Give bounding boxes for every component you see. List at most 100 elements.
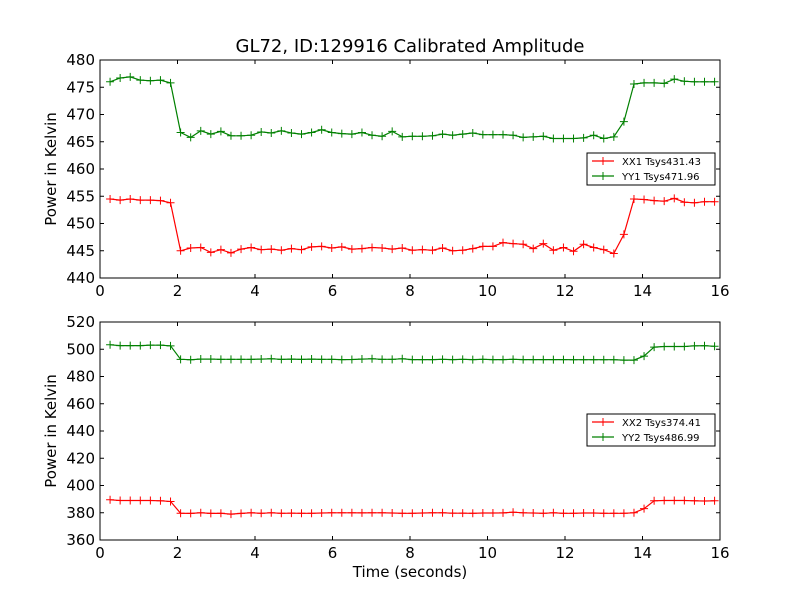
data-point	[499, 238, 507, 247]
data-point	[680, 198, 689, 207]
data-point	[368, 354, 377, 363]
data-point	[388, 509, 397, 518]
y-tick-label: 460	[66, 160, 95, 178]
data-point	[680, 342, 689, 351]
data-point	[408, 355, 417, 364]
data-point	[549, 134, 558, 143]
data-point	[589, 243, 598, 252]
y-tick-label: 500	[66, 340, 95, 358]
data-point	[680, 77, 689, 86]
data-point	[186, 133, 195, 142]
data-point	[368, 131, 377, 140]
data-point	[317, 125, 326, 134]
data-point	[347, 355, 356, 364]
data-point	[619, 509, 628, 518]
data-point	[106, 194, 115, 203]
data-point	[257, 127, 266, 136]
data-point	[186, 244, 195, 253]
data-point	[378, 508, 387, 517]
data-point	[146, 341, 155, 350]
data-point	[287, 244, 296, 253]
x-tick-label: 4	[250, 282, 260, 300]
data-point	[609, 249, 618, 258]
data-point	[640, 352, 649, 361]
data-point	[458, 355, 467, 364]
data-point	[126, 194, 135, 203]
series-2	[106, 72, 719, 143]
data-point	[398, 354, 407, 363]
data-point	[357, 508, 366, 517]
data-point	[690, 496, 699, 505]
data-point	[488, 130, 497, 139]
y-tick-label: 480	[66, 51, 95, 69]
chart-title: GL72, ID:129916 Calibrated Amplitude	[236, 36, 585, 57]
y-axis-label: Power in Kelvin	[42, 374, 60, 488]
data-point	[599, 245, 608, 254]
y-tick-label: 470	[66, 106, 95, 124]
data-point	[629, 79, 638, 88]
data-point	[650, 343, 659, 352]
y-tick-label: 480	[66, 368, 95, 386]
data-point	[267, 508, 276, 517]
data-point	[478, 509, 487, 518]
legend: XX2 Tsys374.41 YY2 Tsys486.99	[586, 413, 716, 447]
data-point	[549, 508, 558, 517]
data-point	[650, 78, 659, 87]
data-point	[398, 132, 407, 141]
data-point	[337, 508, 346, 517]
data-point	[297, 355, 306, 364]
legend: XX1 Tsys431.43 YY1 Tsys471.96	[586, 152, 716, 186]
data-point	[216, 127, 225, 136]
data-point	[257, 509, 266, 518]
data-point	[619, 356, 628, 365]
data-point	[166, 341, 175, 350]
y-tick-label: 360	[66, 531, 95, 549]
data-point	[347, 245, 356, 254]
data-point	[327, 508, 336, 517]
series-1	[106, 495, 719, 519]
data-point	[226, 131, 235, 140]
data-point	[126, 496, 135, 505]
data-point	[267, 129, 276, 138]
data-point	[216, 245, 225, 254]
data-point	[378, 132, 387, 141]
data-point	[166, 497, 175, 506]
data-point	[146, 76, 155, 85]
data-point	[488, 509, 497, 518]
data-point	[609, 355, 618, 364]
data-point	[428, 131, 437, 140]
data-point	[609, 132, 618, 141]
data-point	[629, 194, 638, 203]
data-point	[398, 244, 407, 253]
y-tick-label: 475	[66, 78, 95, 96]
data-point	[368, 508, 377, 517]
data-point	[700, 497, 709, 506]
data-point	[529, 509, 538, 518]
data-point	[418, 132, 427, 141]
data-point	[549, 246, 558, 255]
data-point	[378, 355, 387, 364]
data-point	[619, 230, 628, 239]
data-point	[337, 129, 346, 138]
data-point	[468, 355, 477, 364]
data-point	[488, 355, 497, 364]
data-point	[690, 198, 699, 207]
legend-box	[586, 413, 716, 447]
data-point	[710, 342, 719, 351]
x-axis-label: Time (seconds)	[352, 563, 468, 581]
data-point	[287, 509, 296, 518]
data-point	[539, 132, 548, 141]
data-point	[529, 355, 538, 364]
data-point	[488, 242, 497, 251]
data-point	[327, 244, 336, 253]
y-axis-label: Power in Kelvin	[42, 112, 60, 226]
data-point	[307, 128, 316, 137]
x-tick-label: 2	[173, 282, 183, 300]
data-point	[559, 134, 568, 143]
data-point	[357, 128, 366, 137]
y-tick-label: 465	[66, 133, 95, 151]
data-point	[337, 242, 346, 251]
data-point	[186, 509, 195, 518]
data-point	[428, 355, 437, 364]
data-point	[680, 496, 689, 505]
